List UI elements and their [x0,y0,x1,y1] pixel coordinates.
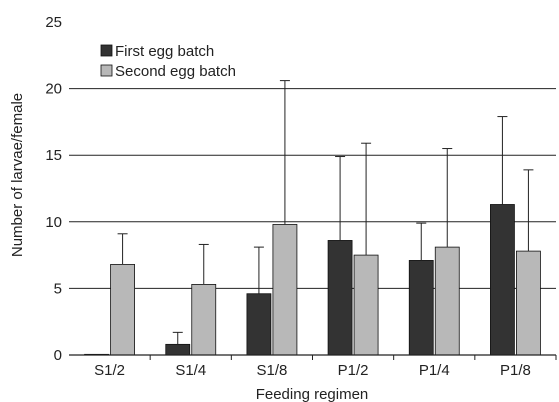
y-tick-label: 10 [45,214,62,231]
grid-lines [69,88,556,289]
bar-second-egg-batch [353,254,379,356]
bar-first-egg-batch [490,204,515,356]
y-axis-title: Number of larvae/female [9,93,26,257]
x-tick-label: S1/8 [256,362,287,379]
y-tick-label: 0 [54,347,62,364]
bar-second-egg-batch [272,224,298,356]
bar-first-egg-batch [165,343,191,356]
x-tick-label: S1/2 [94,362,125,379]
x-tick-labels: S1/2 S1/4 S1/8 P1/2 P1/4 P1/8 [94,355,557,379]
legend-label-second-egg-batch: Second egg batch [115,63,236,80]
bar-first-egg-batch [408,260,434,356]
bar-first-egg-batch [246,293,272,356]
y-tick-label: 15 [45,147,62,164]
legend: First egg batch Second egg batch [100,43,236,80]
bars [84,204,541,356]
x-tick-label: P1/8 [500,362,531,379]
bar-second-egg-batch [110,264,135,356]
legend-item-first-egg-batch: First egg batch [100,43,214,60]
x-tick-label: S1/4 [175,362,206,379]
error-bars [117,80,534,345]
x-tick-label: P1/2 [338,362,369,379]
y-tick-label: 25 [45,14,62,31]
bar-second-egg-batch [191,284,217,356]
bar-second-egg-batch [516,250,541,356]
y-tick-label: 20 [45,81,62,98]
bar-second-egg-batch [434,246,460,356]
bar-first-egg-batch [327,240,353,356]
legend-swatch-first-egg-batch [100,44,113,57]
legend-item-second-egg-batch: Second egg batch [100,63,236,80]
y-tick-labels: 0 5 10 15 20 25 [45,14,62,364]
x-tick-label: P1/4 [419,362,450,379]
y-tick-label: 5 [54,280,62,297]
legend-swatch-second-egg-batch [100,64,113,77]
x-axis-title: Feeding regimen [256,386,369,402]
legend-label-first-egg-batch: First egg batch [115,43,214,60]
